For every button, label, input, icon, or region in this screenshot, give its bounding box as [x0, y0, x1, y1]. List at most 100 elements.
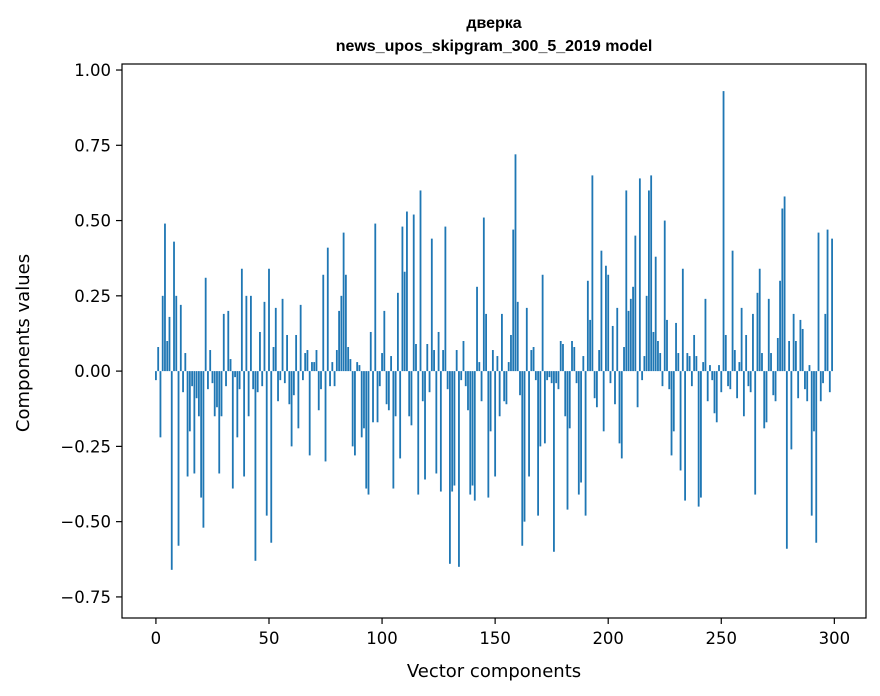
- bar-9: [175, 295, 178, 372]
- bar-38: [240, 268, 243, 372]
- bar-285: [799, 319, 802, 372]
- bar-72: [317, 371, 320, 411]
- bar-175: [550, 371, 553, 384]
- bar-263: [749, 371, 752, 393]
- bar-291: [813, 371, 815, 432]
- bar-138: [467, 371, 469, 411]
- bar-157: [510, 334, 512, 372]
- bar-267: [758, 268, 761, 372]
- bar-228: [670, 371, 673, 456]
- bar-257: [736, 371, 739, 399]
- x-tick-label: 0: [151, 629, 162, 648]
- x-axis-ticks: 0 50 100 150 200 250 300: [151, 618, 850, 648]
- bar-14: [186, 371, 189, 477]
- bar-248: [715, 371, 718, 423]
- bar-42: [250, 295, 252, 372]
- bar-185: [573, 347, 576, 372]
- bar-96: [372, 371, 374, 423]
- bar-125: [437, 331, 440, 372]
- bar-219: [650, 175, 653, 372]
- bar-47: [261, 371, 264, 387]
- bar-261: [745, 334, 748, 372]
- bar-193: [591, 175, 594, 372]
- bar-242: [702, 362, 705, 372]
- bar-276: [779, 280, 781, 372]
- bar-88: [354, 371, 356, 456]
- bar-177: [555, 371, 558, 384]
- bar-28: [218, 371, 221, 474]
- bar-262: [747, 371, 750, 387]
- bar-286: [801, 328, 804, 372]
- bar-256: [733, 350, 736, 372]
- bar-239: [695, 356, 698, 372]
- y-tick-label: 0.75: [74, 136, 111, 155]
- bar-181: [564, 371, 567, 417]
- bar-45: [256, 371, 259, 393]
- bar-243: [704, 298, 707, 372]
- bar-90: [358, 365, 361, 372]
- bar-139: [469, 371, 472, 495]
- bar-77: [329, 371, 331, 387]
- bar-247: [713, 371, 716, 414]
- bar-17: [193, 371, 196, 474]
- bar-97: [374, 223, 377, 372]
- bar-254: [729, 371, 732, 390]
- bar-294: [819, 371, 822, 402]
- bar-129: [446, 371, 449, 390]
- bar-270: [765, 371, 768, 423]
- bar-26: [213, 371, 216, 417]
- bar-241: [700, 371, 702, 498]
- bar-31: [225, 371, 227, 387]
- bar-136: [462, 341, 465, 372]
- bar-63: [297, 371, 300, 429]
- bar-215: [641, 371, 644, 381]
- bar-25: [211, 371, 214, 384]
- bar-3: [161, 295, 164, 372]
- bar-191: [586, 280, 589, 372]
- bar-74: [322, 274, 325, 372]
- bar-172: [543, 371, 546, 444]
- bar-80: [335, 350, 338, 372]
- bar-249: [718, 365, 720, 372]
- bar-158: [512, 229, 515, 372]
- bar-253: [727, 371, 729, 387]
- bar-86: [349, 359, 352, 372]
- bar-217: [645, 295, 648, 372]
- bar-260: [742, 371, 745, 417]
- bar-87: [351, 371, 354, 447]
- bar-240: [697, 371, 700, 507]
- bar-116: [417, 371, 420, 495]
- bar-264: [752, 313, 754, 372]
- bar-293: [817, 232, 820, 372]
- bar-15: [188, 371, 191, 432]
- bar-115: [415, 344, 417, 372]
- bar-268: [761, 353, 763, 372]
- bar-149: [491, 350, 494, 372]
- bar-176: [553, 371, 555, 552]
- bar-126: [439, 371, 442, 492]
- bar-144: [480, 371, 483, 402]
- bar-118: [421, 371, 424, 402]
- bar-152: [498, 371, 501, 417]
- bar-201: [609, 371, 612, 384]
- bar-272: [770, 353, 772, 372]
- bar-212: [634, 235, 637, 372]
- bar-132: [453, 371, 456, 486]
- bar-117: [419, 190, 422, 372]
- bar-227: [668, 371, 671, 390]
- bar-67: [306, 350, 309, 372]
- bar-202: [611, 325, 614, 372]
- bar-58: [286, 334, 288, 372]
- bar-179: [559, 341, 562, 372]
- bar-145: [482, 217, 485, 372]
- bar-54: [277, 371, 279, 402]
- bar-218: [648, 190, 650, 372]
- bar-205: [618, 371, 621, 444]
- bars-group: [155, 91, 833, 570]
- bar-269: [763, 371, 766, 429]
- bar-280: [788, 341, 791, 372]
- bar-220: [652, 331, 655, 372]
- bar-162: [521, 371, 524, 546]
- bar-62: [295, 334, 298, 372]
- bar-133: [455, 350, 458, 372]
